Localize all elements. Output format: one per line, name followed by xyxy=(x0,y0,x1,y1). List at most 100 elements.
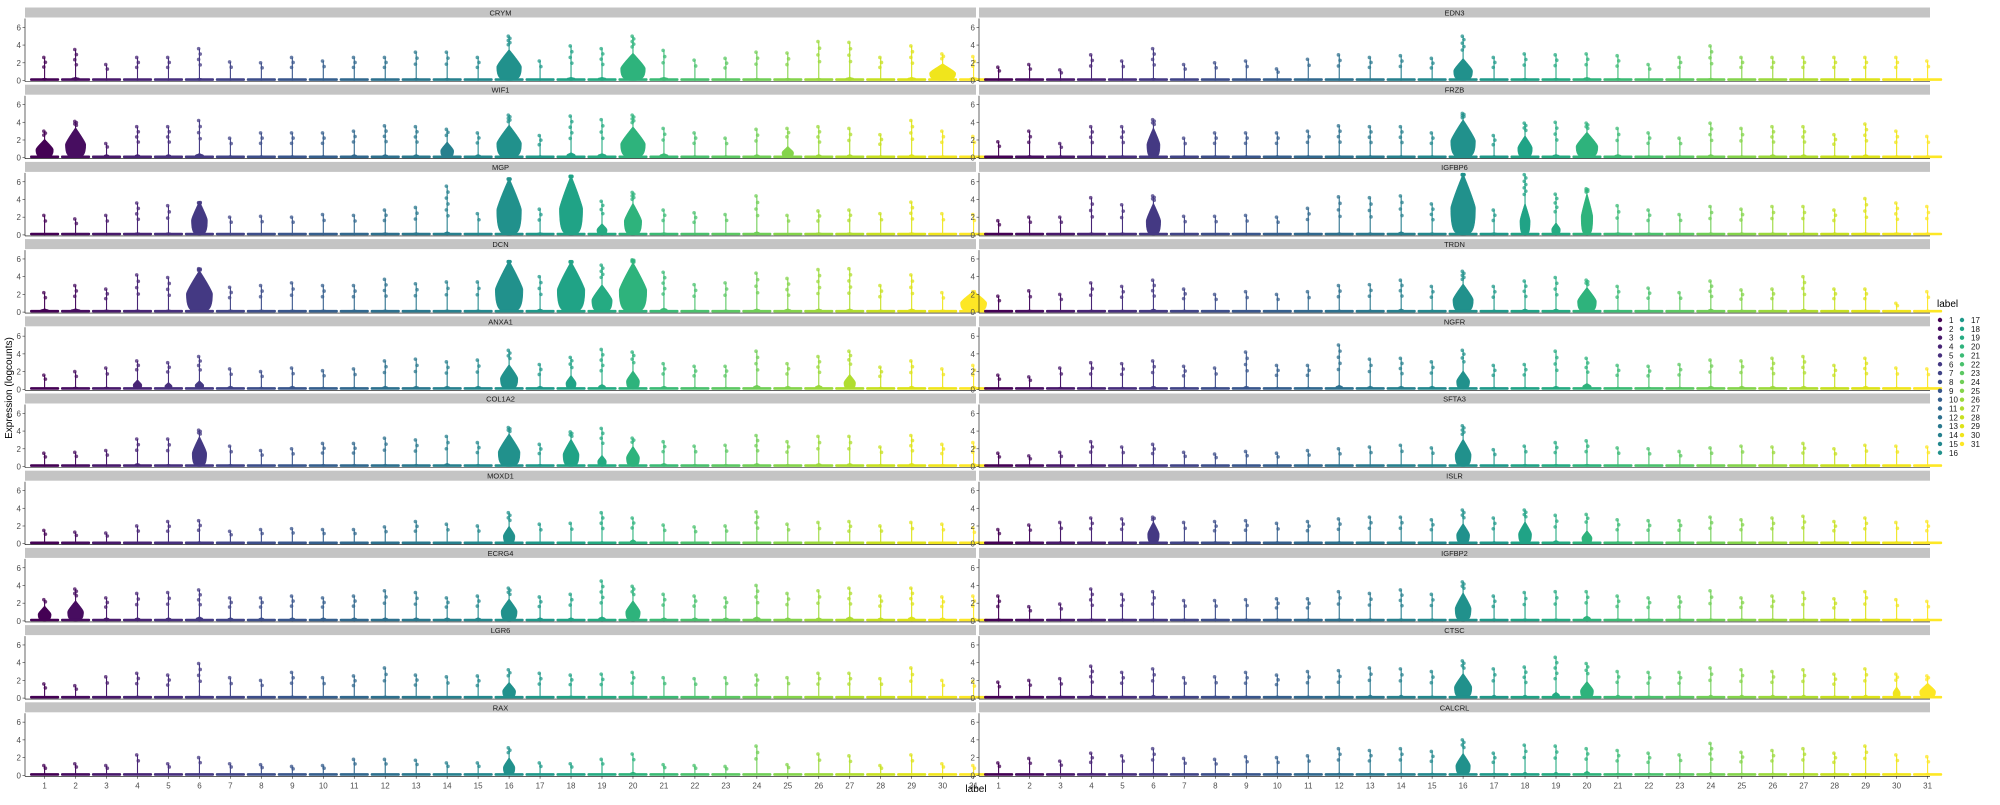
violin-point xyxy=(1369,202,1373,206)
legend-key xyxy=(1937,450,1943,455)
violin-point xyxy=(878,211,882,216)
violin-point xyxy=(446,365,450,370)
violin-cluster-2 xyxy=(61,761,91,776)
violin-point xyxy=(258,527,263,532)
violin-base xyxy=(587,387,617,390)
violin-point xyxy=(1832,218,1836,223)
violin-point xyxy=(1555,519,1559,523)
violin-point xyxy=(289,526,294,531)
violin-cluster-29 xyxy=(1851,196,1881,236)
violin-cluster-22 xyxy=(1634,670,1664,699)
violin-base xyxy=(1479,695,1509,699)
violin-point xyxy=(1677,681,1681,685)
panel-strip xyxy=(979,239,1930,250)
violin-point xyxy=(693,529,698,534)
violin-point xyxy=(1678,60,1683,65)
violin-cluster-5 xyxy=(153,360,184,390)
x-tick-label: 25 xyxy=(783,781,792,790)
violin-point xyxy=(693,766,698,771)
violin-base xyxy=(30,541,60,545)
violin-point xyxy=(997,764,1002,769)
violin-base xyxy=(1015,78,1045,81)
violin-point xyxy=(165,673,170,677)
violin-cluster-8 xyxy=(1200,757,1230,776)
violin-point xyxy=(1431,675,1435,679)
violin-point xyxy=(971,134,975,139)
violin-base xyxy=(556,387,586,390)
violin-base xyxy=(308,232,338,236)
violin-point xyxy=(570,678,574,682)
y-tick-label: 0 xyxy=(971,385,976,394)
violin-point xyxy=(1398,356,1403,361)
violin-point xyxy=(1555,292,1559,297)
violin-base xyxy=(432,773,462,776)
violin-base xyxy=(1293,387,1323,390)
violin-base xyxy=(804,387,834,390)
violin-point xyxy=(1243,681,1248,685)
violin-cluster-1 xyxy=(984,294,1014,313)
violin-point xyxy=(1431,598,1435,602)
violin-cluster-5 xyxy=(1107,284,1138,313)
violin-base xyxy=(1727,232,1757,236)
violin-cluster-10 xyxy=(1262,67,1292,81)
panel-strip xyxy=(25,161,976,172)
violin-point xyxy=(1212,141,1217,146)
violin-base xyxy=(773,387,803,390)
violin-point xyxy=(1555,58,1559,62)
violin-point xyxy=(74,289,79,293)
x-tick-label: 21 xyxy=(659,781,668,790)
violin-point xyxy=(413,438,418,442)
violin-base xyxy=(525,618,555,622)
violin-point xyxy=(539,599,543,604)
violin-point xyxy=(167,443,172,447)
violin-point xyxy=(475,211,480,216)
violin-cluster-25 xyxy=(1727,596,1757,622)
violin-cluster-12 xyxy=(1324,124,1354,159)
violin-base xyxy=(742,309,772,313)
violin-base xyxy=(1510,232,1540,236)
panel-strip xyxy=(979,161,1930,172)
violin-point xyxy=(1090,669,1095,674)
violin-cluster-22 xyxy=(680,525,710,545)
violin-base xyxy=(1572,155,1602,159)
violin-cluster-29 xyxy=(1851,122,1881,159)
violin-base xyxy=(215,618,245,622)
violin-point xyxy=(1832,682,1836,686)
violin-point xyxy=(599,57,603,61)
legend-entry-8: 8 xyxy=(1937,378,1954,387)
violin-point xyxy=(227,136,232,141)
violin-point xyxy=(136,529,141,533)
violin-base xyxy=(246,618,276,622)
violin-base xyxy=(1541,387,1571,390)
legend-entry-9: 9 xyxy=(1937,387,1954,396)
violin-cluster-18 xyxy=(1510,508,1540,545)
violin-point xyxy=(1212,452,1217,456)
violin-point xyxy=(1802,280,1807,285)
violin-cluster-4 xyxy=(122,753,153,776)
violin-point xyxy=(1462,515,1466,520)
violin-point xyxy=(196,130,201,135)
violin-cluster-22 xyxy=(1634,286,1664,313)
violin-point xyxy=(136,363,141,368)
violin-cluster-15 xyxy=(1417,284,1447,313)
violin-cluster-3 xyxy=(91,596,122,622)
violin-cluster-17 xyxy=(525,362,555,390)
violin-point xyxy=(1026,140,1031,145)
panel-strip xyxy=(25,316,976,327)
y-tick-label: 4 xyxy=(17,659,22,668)
violin-base xyxy=(773,618,803,622)
violin-point xyxy=(878,365,882,369)
violin-point xyxy=(661,523,665,527)
violin-point xyxy=(382,448,387,452)
violin-base xyxy=(1820,618,1850,622)
legend-label: 10 xyxy=(1949,396,1958,405)
violin-point xyxy=(785,675,789,680)
violin-point xyxy=(910,124,915,129)
violin-point xyxy=(382,757,387,762)
violin-point xyxy=(229,681,233,686)
violin-cluster-9 xyxy=(1231,518,1261,545)
violin-point xyxy=(972,599,977,603)
violin-point xyxy=(134,273,139,277)
violin-cluster-13 xyxy=(1355,666,1385,699)
violin-point xyxy=(1708,279,1712,283)
